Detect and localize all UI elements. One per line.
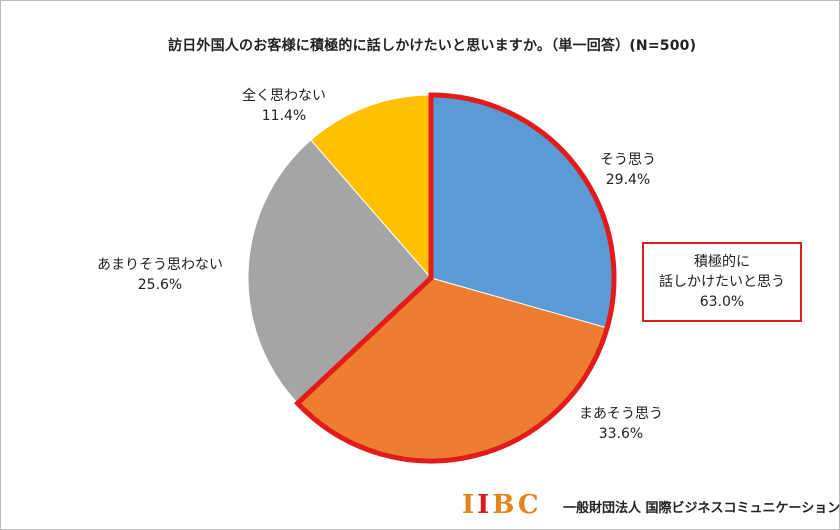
slice-value-text: 25.6%	[137, 277, 183, 293]
callout-line: 話しかけたいと思う	[659, 274, 785, 290]
slice-label-sou-omou: そう思う 29.4%	[588, 150, 668, 190]
highlight-outline	[294, 92, 617, 464]
slice-label-mattaku-omowanai: 全く思わない 11.4%	[224, 86, 344, 126]
slice-value-text: 11.4%	[261, 108, 307, 124]
highlight-callout: 積極的に 話しかけたいと思う 63.0%	[642, 242, 802, 322]
slice-label-amari-sou-omowanai: あまりそう思わない 25.6%	[80, 255, 240, 295]
iibc-logo: IIBC	[462, 490, 542, 520]
logo-letter: I	[477, 490, 493, 520]
slice-label-text: そう思う	[600, 152, 656, 168]
callout-value: 63.0%	[699, 294, 745, 310]
slice-label-text: まあそう思う	[579, 406, 663, 422]
logo-letter: I	[462, 490, 478, 520]
organization-name: 一般財団法人 国際ビジネスコミュニケーション協会	[563, 501, 840, 516]
logo-letter: B	[492, 490, 518, 520]
callout-line: 積極的に	[694, 254, 750, 270]
logo-letter: C	[517, 490, 542, 520]
pie-slice-3	[310, 94, 432, 280]
slice-label-text: 全く思わない	[242, 88, 326, 104]
slice-value-text: 29.4%	[605, 172, 651, 188]
pie-slice-2	[247, 139, 432, 404]
slice-label-maa-sou-omou: まあそう思う 33.6%	[566, 404, 676, 444]
chart-title: 訪日外国人のお客様に積極的に話しかけたいと思いますか。（単一回答）(N=500)	[168, 38, 697, 54]
slice-value-text: 33.6%	[598, 426, 644, 442]
slice-label-text: あまりそう思わない	[97, 257, 223, 273]
